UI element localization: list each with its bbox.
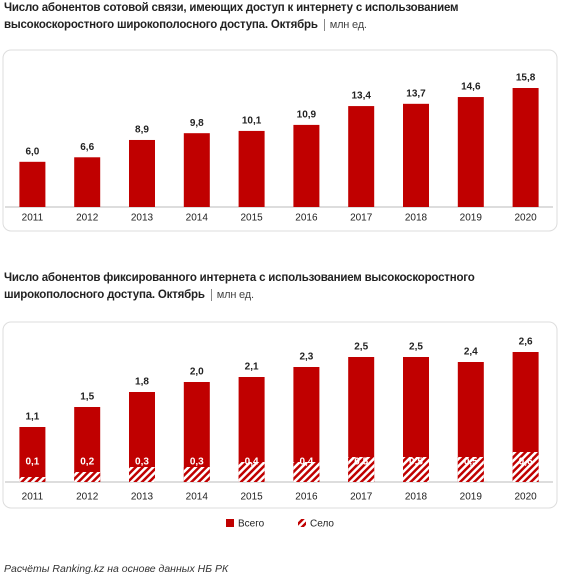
value-label: 2,4 (464, 347, 478, 358)
bar (512, 452, 539, 482)
x-tick-label: 2019 (460, 492, 483, 503)
x-tick-label: 2012 (76, 213, 99, 224)
value-label: 8,9 (135, 125, 149, 136)
legend-label: Всего (238, 519, 265, 530)
value-label: 13,4 (351, 91, 371, 102)
bar (183, 382, 210, 482)
value-label: 0,5 (464, 457, 478, 468)
value-label: 6,6 (80, 142, 94, 153)
chart-title: Число абонентов фиксированного интернета… (4, 270, 554, 304)
value-label: 0,1 (25, 457, 39, 468)
value-label: 0,2 (80, 457, 94, 468)
bar (129, 139, 155, 207)
value-label: 0,4 (299, 457, 313, 468)
value-label: 13,7 (406, 88, 426, 99)
title-text: Число абонентов фиксированного интернета… (4, 272, 475, 301)
x-tick-label: 2011 (22, 213, 44, 224)
bar (238, 130, 265, 207)
bar (457, 97, 484, 207)
value-label: 0,6 (519, 457, 533, 468)
value-label: 2,5 (409, 342, 423, 353)
bar (348, 457, 375, 482)
value-label: 9,8 (190, 118, 204, 129)
value-label: 2,0 (190, 367, 204, 378)
unit: млн ед. (323, 19, 367, 31)
x-tick-label: 2014 (186, 492, 209, 503)
bar (293, 462, 320, 482)
x-tick-label: 2017 (350, 492, 373, 503)
value-label: 2,3 (299, 352, 313, 363)
x-tick-label: 2020 (514, 492, 537, 503)
x-tick-label: 2013 (131, 213, 154, 224)
value-label: 0,4 (245, 457, 259, 468)
value-label: 14,6 (461, 82, 481, 93)
bar (183, 467, 210, 482)
x-tick-label: 2011 (22, 492, 44, 503)
value-label: 15,8 (516, 73, 536, 84)
value-label: 1,5 (80, 392, 94, 403)
bar (183, 133, 210, 207)
value-label: 6,0 (25, 146, 39, 157)
legend-label: Село (310, 519, 334, 530)
chart-frame (2, 321, 558, 509)
bar (348, 106, 375, 207)
value-label: 2,1 (245, 362, 259, 373)
title-text: Число абонентов сотовой связи, имеющих д… (4, 2, 459, 31)
bar (512, 88, 539, 207)
value-label: 1,1 (25, 412, 39, 423)
bar (403, 457, 429, 482)
bar (457, 457, 484, 482)
value-label: 10,9 (297, 110, 317, 121)
bar (74, 157, 101, 207)
x-tick-label: 2016 (295, 213, 318, 224)
bar (74, 472, 101, 482)
bar (129, 467, 155, 482)
value-label: 0,5 (409, 457, 423, 468)
bar (19, 427, 46, 482)
x-tick-label: 2015 (240, 492, 263, 503)
x-tick-label: 2020 (514, 213, 537, 224)
x-tick-label: 2012 (76, 492, 99, 503)
chart-title: Число абонентов сотовой связи, имеющих д… (4, 0, 554, 34)
x-tick-label: 2016 (295, 492, 318, 503)
source: Расчёты Ranking.kz на основе данных НБ Р… (4, 563, 229, 575)
x-tick-label: 2018 (405, 492, 428, 503)
x-tick-label: 2018 (405, 213, 428, 224)
chart-frame (2, 49, 558, 232)
value-label: 0,5 (354, 457, 368, 468)
legend-swatch (298, 519, 306, 527)
x-tick-label: 2014 (186, 213, 209, 224)
value-label: 1,8 (135, 377, 149, 388)
value-label: 0,3 (190, 457, 204, 468)
value-label: 10,1 (242, 116, 262, 127)
legend-swatch (226, 519, 234, 527)
value-label: 0,3 (135, 457, 149, 468)
bar (238, 462, 265, 482)
bar (19, 477, 46, 482)
bar (74, 407, 101, 482)
bar (293, 124, 320, 207)
x-tick-label: 2015 (240, 213, 263, 224)
x-tick-label: 2013 (131, 492, 154, 503)
bar (19, 161, 46, 207)
x-tick-label: 2019 (460, 213, 483, 224)
x-tick-label: 2017 (350, 213, 373, 224)
value-label: 2,6 (519, 337, 533, 348)
unit: млн ед. (210, 289, 254, 301)
value-label: 2,5 (354, 342, 368, 353)
bar (403, 103, 429, 207)
